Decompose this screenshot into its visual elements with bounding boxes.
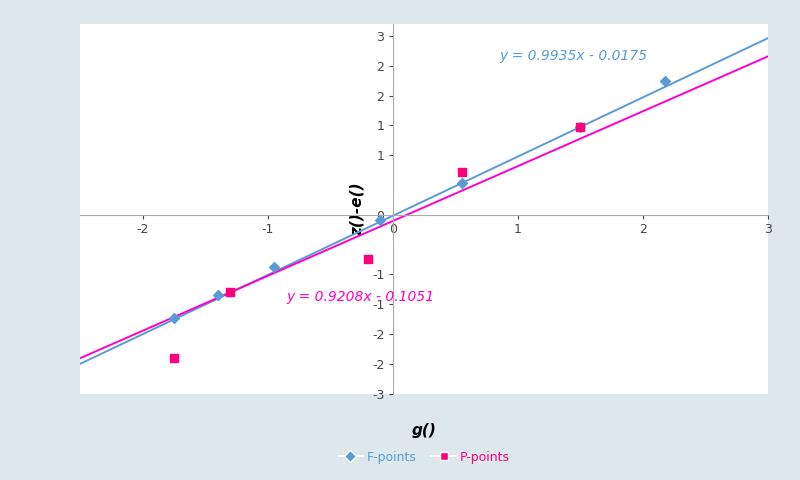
Text: y = 0.9935x - 0.0175: y = 0.9935x - 0.0175 bbox=[499, 49, 647, 63]
X-axis label: g(): g() bbox=[411, 423, 437, 438]
Text: y = 0.9208x - 0.1051: y = 0.9208x - 0.1051 bbox=[286, 290, 434, 304]
Point bbox=[455, 168, 468, 176]
Point bbox=[574, 123, 586, 131]
Point bbox=[574, 123, 586, 131]
Point bbox=[659, 77, 672, 84]
Point bbox=[167, 354, 180, 361]
Point bbox=[374, 216, 386, 223]
Point bbox=[455, 180, 468, 187]
Point bbox=[267, 263, 280, 270]
Point bbox=[224, 288, 237, 296]
Point bbox=[211, 291, 224, 299]
Legend: F-points, P-points: F-points, P-points bbox=[333, 445, 515, 468]
Y-axis label: z()-e(): z()-e() bbox=[350, 182, 365, 236]
Point bbox=[167, 315, 180, 323]
Point bbox=[362, 256, 374, 264]
